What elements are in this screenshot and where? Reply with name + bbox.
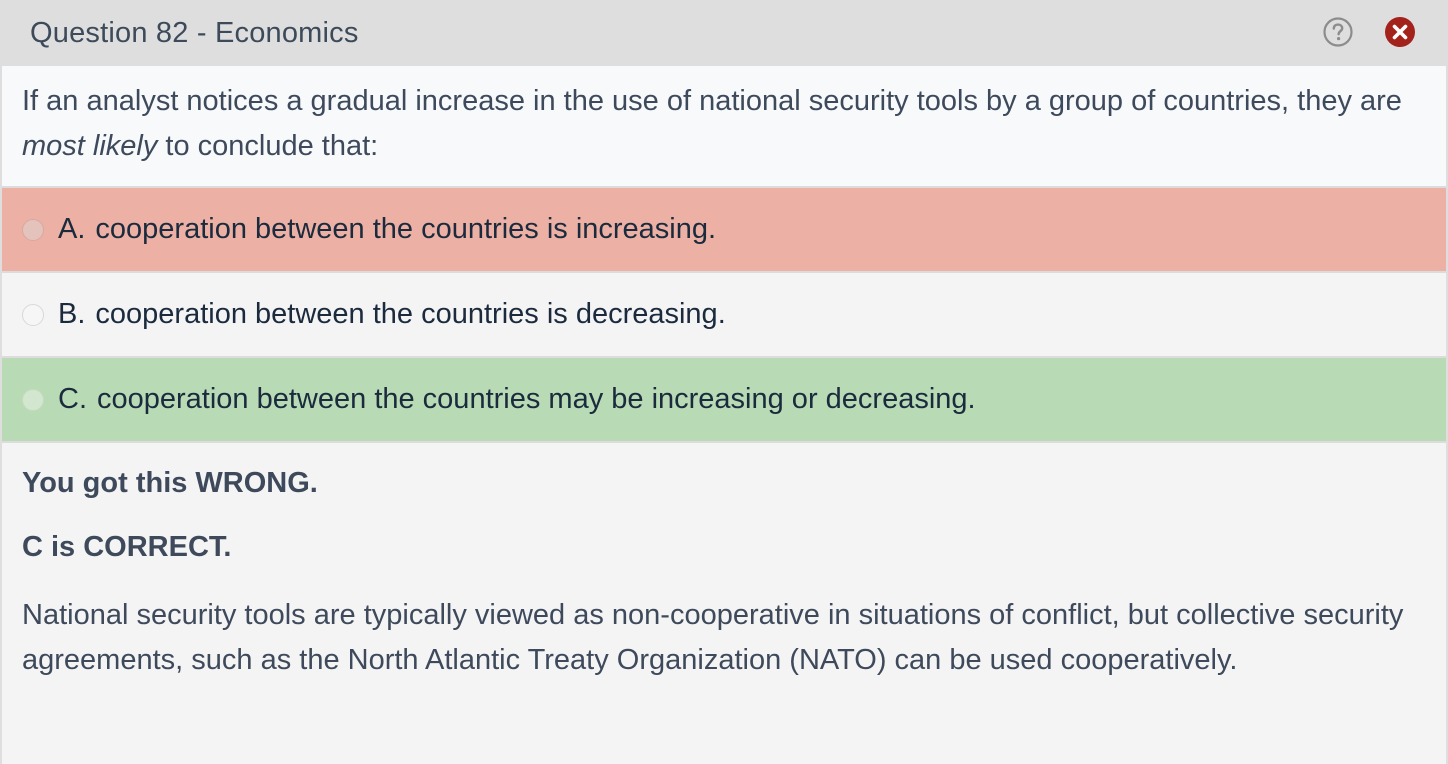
result-message: You got this WRONG. [22, 467, 318, 499]
option-text: cooperation between the countries may be… [97, 383, 976, 415]
question-text: If an analyst notices a gradual increase… [2, 66, 1446, 188]
help-button[interactable] [1322, 16, 1354, 48]
close-circle-icon [1385, 17, 1415, 47]
title-bar: Question 82 - Economics [2, 0, 1446, 66]
correct-answer-message: C is CORRECT. [22, 531, 232, 563]
option-letter: B. [58, 298, 86, 330]
page-title: Question 82 - Economics [30, 16, 359, 49]
option-letter: C. [58, 383, 87, 415]
option-text: cooperation between the countries is inc… [95, 213, 717, 245]
question-text-before: If an analyst notices a gradual increase… [22, 85, 1402, 117]
question-emphasis: most likely [22, 130, 158, 162]
title-actions [1322, 16, 1416, 48]
option-b[interactable]: B. cooperation between the countries is … [2, 273, 1446, 358]
option-a[interactable]: A. cooperation between the countries is … [2, 188, 1446, 273]
question-text-after: to conclude that: [157, 130, 379, 162]
radio-button[interactable] [22, 388, 44, 411]
close-button[interactable] [1384, 16, 1416, 48]
option-letter: A. [58, 213, 86, 245]
radio-button[interactable] [22, 303, 44, 326]
question-circle-icon [1323, 17, 1353, 47]
explanation-text: National security tools are typically vi… [22, 599, 1404, 676]
option-c[interactable]: C. cooperation between the countries may… [2, 358, 1446, 443]
radio-button[interactable] [22, 218, 44, 241]
option-text: cooperation between the countries is dec… [95, 298, 726, 330]
feedback-panel: You got this WRONG. C is CORRECT. Nation… [2, 443, 1446, 683]
